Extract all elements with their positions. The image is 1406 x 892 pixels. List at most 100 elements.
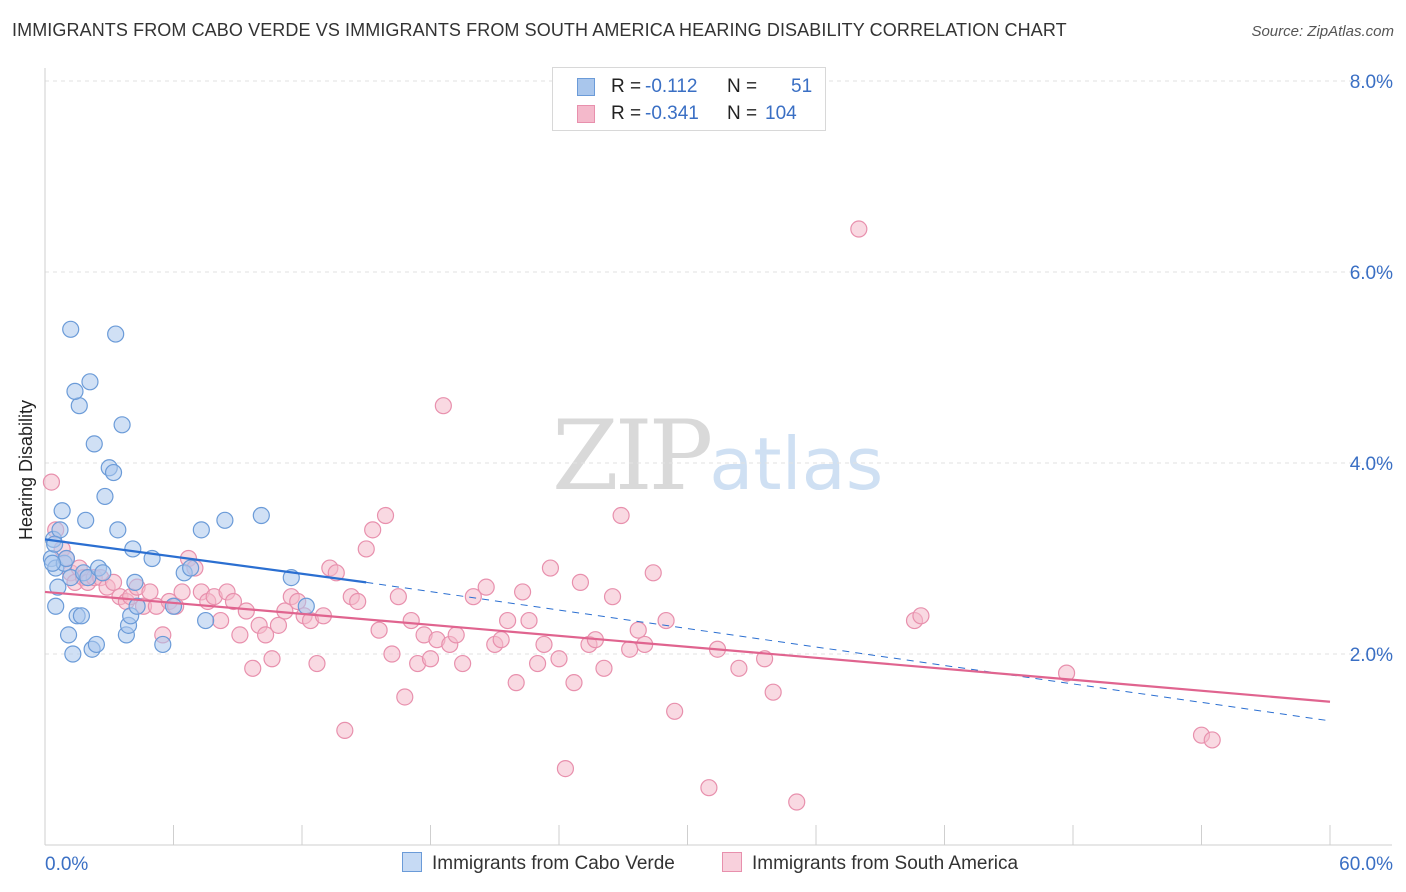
data-point-cabo-verde <box>109 521 127 539</box>
x-tick-label: 60.0% <box>1339 854 1393 875</box>
data-point-south-america <box>621 640 639 658</box>
data-point-cabo-verde <box>43 554 62 572</box>
y-tick-label: 8.0% <box>1350 72 1393 93</box>
data-point-south-america <box>389 588 407 606</box>
data-point-cabo-verde <box>70 397 88 415</box>
data-point-south-america <box>370 621 388 639</box>
data-point-south-america <box>336 721 354 740</box>
data-point-cabo-verde <box>53 502 71 520</box>
data-point-cabo-verde <box>94 564 112 582</box>
trend-line-south-america <box>44 590 1331 703</box>
legend-n-label: N = <box>727 76 758 97</box>
legend-swatch-pink <box>577 105 595 123</box>
bottom-legend-swatch-blue <box>402 852 422 872</box>
bottom-legend-label: Immigrants from Cabo Verde <box>432 853 675 874</box>
y-tick-label: 6.0% <box>1350 263 1393 284</box>
data-point-cabo-verde <box>85 435 103 453</box>
data-point-cabo-verde <box>107 325 125 343</box>
data-point-south-america <box>644 564 662 582</box>
legend-row-cabo-verde: R = -0.112 N = 51 <box>553 74 825 100</box>
trend-lines <box>44 538 1331 722</box>
data-point-cabo-verde <box>62 320 80 338</box>
data-point-cabo-verde <box>216 511 234 529</box>
data-point-cabo-verde <box>64 645 82 663</box>
watermark: ZIPatlas <box>552 400 883 512</box>
data-point-south-america <box>507 674 525 692</box>
bottom-legend-south-america: Immigrants from South America <box>722 852 1018 875</box>
data-point-south-america <box>612 506 630 525</box>
data-point-south-america <box>499 611 517 630</box>
data-point-cabo-verde <box>182 559 200 577</box>
data-point-cabo-verde <box>81 373 99 391</box>
data-point-south-america <box>383 645 401 663</box>
data-point-south-america <box>357 540 375 558</box>
data-point-south-america <box>224 592 243 611</box>
trend-line-cabo-verde <box>44 538 367 584</box>
legend-r-value: -0.341 <box>645 103 699 124</box>
data-point-south-america <box>520 611 538 630</box>
data-point-cabo-verde <box>96 487 114 506</box>
data-point-south-america <box>454 654 472 673</box>
axes <box>44 68 1392 846</box>
data-point-south-america <box>492 631 510 649</box>
legend-n-label: N = <box>727 103 758 124</box>
data-point-cabo-verde <box>46 535 64 553</box>
chart-source: Source: ZipAtlas.com <box>1251 23 1394 40</box>
data-point-cabo-verde <box>124 540 142 558</box>
data-point-south-america <box>263 650 281 668</box>
data-point-cabo-verde <box>126 573 144 591</box>
data-point-cabo-verde <box>49 578 67 596</box>
data-point-south-america <box>364 521 382 539</box>
data-point-south-america <box>141 583 159 601</box>
data-point-south-america <box>173 583 191 601</box>
data-point-south-america <box>541 559 560 577</box>
data-point-cabo-verde <box>51 521 69 539</box>
data-point-south-america <box>629 621 647 639</box>
legend-n-value: 51 <box>791 76 813 97</box>
data-point-south-america <box>231 626 249 644</box>
grid-lines <box>45 80 1392 655</box>
data-point-south-america <box>477 578 495 596</box>
data-point-south-america <box>447 626 465 644</box>
data-point-south-america <box>788 793 806 811</box>
y-tick-label: 2.0% <box>1350 645 1393 666</box>
data-point-cabo-verde <box>72 607 91 625</box>
data-point-cabo-verde <box>47 597 65 615</box>
y-axis-label: Hearing Disability <box>16 399 36 540</box>
legend-r-label: R = <box>611 103 642 124</box>
data-point-south-america <box>912 607 930 625</box>
data-point-south-america <box>104 573 123 591</box>
data-point-south-america <box>730 659 748 677</box>
data-point-south-america <box>535 635 553 654</box>
x-tick-label: 0.0% <box>45 854 88 875</box>
data-point-south-america <box>434 397 452 415</box>
data-point-south-america <box>256 626 275 644</box>
data-point-cabo-verde <box>77 511 95 529</box>
data-point-south-america <box>1203 731 1221 749</box>
data-point-south-america <box>513 583 532 601</box>
data-point-cabo-verde <box>66 382 84 400</box>
bottom-legend-label: Immigrants from South America <box>752 853 1019 874</box>
data-point-south-america <box>349 592 367 611</box>
data-point-south-america <box>666 702 684 720</box>
data-point-south-america <box>402 611 420 630</box>
trend-line-cabo-verde-extended <box>366 581 1331 722</box>
data-point-south-america <box>565 674 583 692</box>
legend-r-value: -0.112 <box>645 76 698 97</box>
data-point-south-america <box>237 602 255 620</box>
data-point-south-america <box>764 683 782 701</box>
legend-row-south-america: R = -0.341 N = 104 <box>553 101 825 127</box>
data-point-cabo-verde <box>154 635 172 654</box>
data-point-cabo-verde <box>164 597 183 615</box>
bottom-legend-cabo-verde: Immigrants from Cabo Verde <box>402 852 675 875</box>
y-tick-label: 4.0% <box>1350 454 1393 475</box>
data-point-south-america <box>244 659 262 677</box>
points-cabo-verde <box>42 320 315 663</box>
data-point-south-america <box>269 616 288 634</box>
chart-title: IMMIGRANTS FROM CABO VERDE VS IMMIGRANTS… <box>12 20 1067 40</box>
data-point-south-america <box>550 650 568 668</box>
axis-ticks: 2.0% 4.0% 6.0% 8.0% 0.0% 60.0% <box>45 72 1393 875</box>
data-point-south-america <box>700 779 718 797</box>
data-point-south-america <box>212 611 230 630</box>
